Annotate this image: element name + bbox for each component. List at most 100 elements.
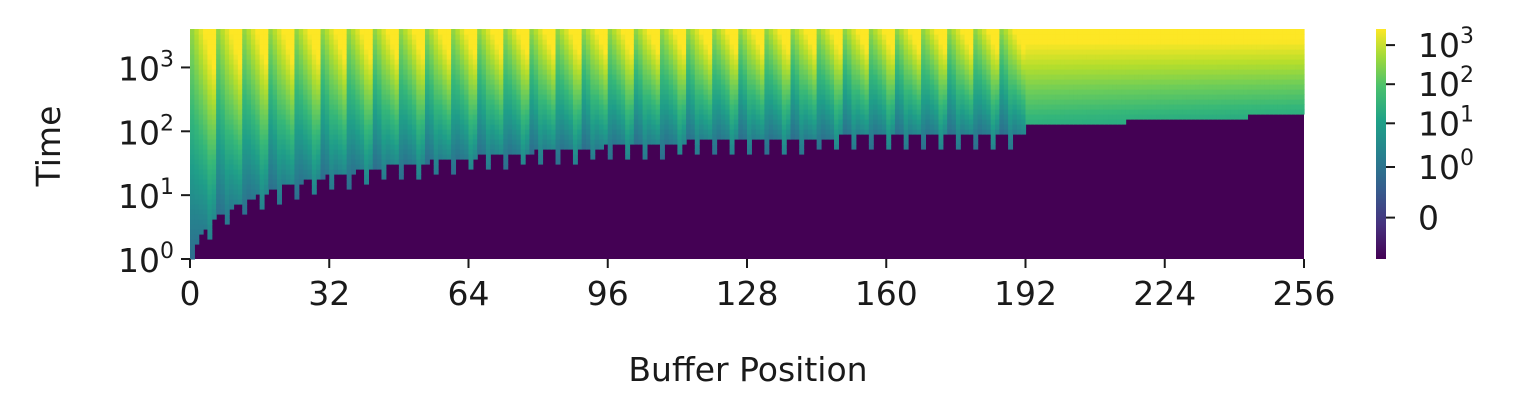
heatmap-cell bbox=[285, 64, 291, 70]
heatmap-cell bbox=[416, 49, 422, 55]
heatmap-cell bbox=[894, 84, 900, 90]
heatmap-cell bbox=[873, 54, 879, 60]
heatmap-cell bbox=[220, 114, 226, 120]
heatmap-cell bbox=[803, 74, 809, 80]
heatmap-cell bbox=[568, 144, 574, 150]
heatmap-cell bbox=[211, 34, 217, 40]
heatmap-cell bbox=[194, 74, 200, 80]
heatmap-cell bbox=[268, 149, 274, 155]
heatmap-cell bbox=[455, 144, 461, 150]
heatmap-cell bbox=[842, 64, 848, 70]
heatmap-cell bbox=[1012, 104, 1018, 110]
heatmap-cell bbox=[498, 44, 504, 50]
heatmap-cell bbox=[281, 84, 287, 90]
heatmap-cell bbox=[263, 149, 269, 155]
heatmap-cell bbox=[451, 29, 457, 35]
heatmap-cell bbox=[607, 64, 613, 70]
heatmap-cell bbox=[533, 109, 539, 115]
heatmap-cell bbox=[921, 144, 927, 150]
heatmap-cell bbox=[921, 54, 927, 60]
heatmap-cell bbox=[903, 29, 909, 35]
heatmap-cell bbox=[272, 139, 278, 145]
heatmap-cell bbox=[520, 64, 526, 70]
heatmap-cell bbox=[720, 29, 726, 35]
heatmap-cell bbox=[677, 89, 683, 95]
heatmap-cell bbox=[1025, 39, 1031, 45]
heatmap-cell bbox=[429, 149, 435, 155]
heatmap-cell bbox=[507, 99, 513, 105]
heatmap-cell bbox=[868, 114, 874, 120]
heatmap-cell bbox=[498, 129, 504, 135]
heatmap-cell bbox=[233, 99, 239, 105]
heatmap-cell bbox=[546, 119, 552, 125]
heatmap-cell bbox=[738, 119, 744, 125]
heatmap-cell bbox=[703, 94, 709, 100]
heatmap-cell bbox=[533, 74, 539, 80]
heatmap-cell bbox=[599, 74, 604, 80]
heatmap-cell bbox=[616, 54, 622, 60]
heatmap-cell bbox=[342, 144, 348, 150]
heatmap-cell bbox=[390, 74, 396, 80]
heatmap-cell bbox=[268, 44, 274, 50]
heatmap-cell bbox=[686, 64, 692, 70]
heatmap-cell bbox=[281, 144, 287, 150]
heatmap-cell bbox=[451, 64, 457, 70]
heatmap-cell bbox=[281, 129, 287, 135]
heatmap-cell bbox=[612, 49, 618, 55]
heatmap-cell bbox=[868, 139, 874, 145]
heatmap-cell bbox=[890, 74, 896, 80]
heatmap-cell bbox=[568, 29, 574, 35]
heatmap-cell bbox=[533, 139, 539, 145]
heatmap-cell bbox=[424, 149, 430, 155]
heatmap-cell bbox=[655, 54, 661, 60]
heatmap-cell bbox=[572, 119, 578, 125]
heatmap-cell bbox=[263, 154, 269, 160]
heatmap-cell bbox=[424, 134, 430, 140]
heatmap-cell bbox=[468, 84, 474, 90]
heatmap-cell bbox=[747, 134, 752, 140]
heatmap-cell bbox=[403, 34, 409, 40]
heatmap-cell bbox=[890, 94, 896, 100]
heatmap-cell bbox=[329, 169, 335, 175]
heatmap-cell bbox=[725, 64, 731, 70]
heatmap-cell bbox=[838, 29, 844, 35]
heatmap-cell bbox=[864, 104, 870, 110]
heatmap-cell bbox=[668, 99, 674, 105]
heatmap-cell bbox=[398, 104, 404, 110]
heatmap-cell bbox=[403, 99, 409, 105]
heatmap-cell bbox=[416, 34, 422, 40]
heatmap-cell bbox=[938, 69, 944, 75]
heatmap-cell bbox=[424, 29, 430, 35]
heatmap-cell bbox=[747, 54, 752, 60]
heatmap-cell bbox=[250, 159, 256, 165]
heatmap-cell bbox=[633, 94, 639, 100]
heatmap-cell bbox=[877, 99, 883, 105]
heatmap-cell bbox=[1016, 69, 1022, 75]
heatmap-cell bbox=[320, 59, 326, 65]
heatmap-cell bbox=[646, 104, 652, 110]
heatmap-cell bbox=[364, 104, 370, 110]
heatmap-cell bbox=[768, 49, 774, 55]
heatmap-cell bbox=[720, 54, 726, 60]
heatmap-cell bbox=[455, 124, 461, 130]
heatmap-cell bbox=[429, 104, 435, 110]
heatmap-cell bbox=[751, 34, 757, 40]
heatmap-cell bbox=[755, 44, 761, 50]
heatmap-cell bbox=[816, 84, 822, 90]
heatmap-cell bbox=[616, 69, 622, 75]
heatmap-cell bbox=[451, 114, 457, 120]
heatmap-cell bbox=[277, 94, 282, 100]
heatmap-cell bbox=[960, 64, 966, 70]
heatmap-cell bbox=[803, 49, 809, 55]
heatmap-cell bbox=[664, 109, 670, 115]
heatmap-cell bbox=[407, 129, 413, 135]
heatmap-cell bbox=[855, 104, 861, 110]
heatmap-cell bbox=[568, 104, 574, 110]
heatmap-cell bbox=[203, 44, 208, 50]
heatmap-cell bbox=[799, 49, 805, 55]
heatmap-cell bbox=[638, 89, 644, 95]
heatmap-cell bbox=[472, 154, 478, 160]
heatmap-cell bbox=[272, 119, 278, 125]
heatmap-cell bbox=[346, 69, 352, 75]
heatmap-cell bbox=[625, 54, 631, 60]
